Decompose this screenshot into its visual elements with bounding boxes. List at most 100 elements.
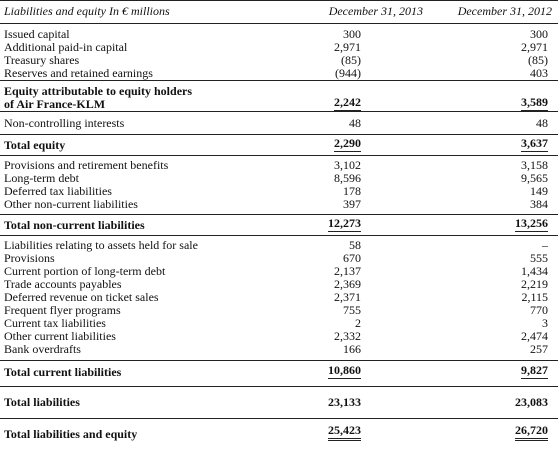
value-2013: (944): [335, 66, 361, 80]
row-label: Non-controlling interests: [0, 111, 300, 135]
value-2012: 384: [530, 197, 548, 211]
row-label: Additional paid-in capital: [4, 40, 128, 54]
grand-total-value: 25,423: [328, 424, 361, 441]
value-2013: 397: [343, 197, 361, 211]
row-label: Total current liabilities: [0, 360, 300, 387]
row-label: Total liabilities: [0, 386, 300, 419]
value-2012: 3: [542, 316, 548, 330]
value-2013: 670: [343, 251, 361, 265]
value-2012: –: [429, 235, 558, 252]
total-value: 12,273: [328, 216, 361, 232]
table-header-row: Liabilities and equity In € millions Dec…: [0, 0, 558, 24]
table-row: Treasury shares (85) (85): [0, 54, 558, 67]
value-2013: 2,332: [334, 329, 361, 343]
value-2012: 3,158: [429, 155, 558, 172]
grand-total-value: 26,720: [515, 424, 548, 441]
value-2012: 403: [530, 66, 548, 80]
table-row: Other current liabilities 2,332 2,474: [0, 330, 558, 343]
total-value: 10,860: [328, 363, 361, 379]
table-row: Liabilities relating to assets held for …: [0, 235, 558, 252]
row-label-line2: of Air France-KLM: [4, 97, 106, 111]
value-2013: 166: [343, 342, 361, 356]
value-2013: 48: [300, 111, 429, 135]
table-row: Trade accounts payables 2,369 2,219: [0, 278, 558, 291]
table-row: Deferred revenue on ticket sales 2,371 2…: [0, 291, 558, 304]
value-2013: 58: [300, 235, 429, 252]
row-label: Deferred revenue on ticket sales: [4, 290, 159, 304]
value-2013: 2,971: [334, 40, 361, 54]
value-2012: 149: [530, 184, 548, 198]
table-row: Issued capital 300 300: [0, 28, 558, 41]
value-2013: 2,371: [334, 290, 361, 304]
header-year-2012: December 31, 2012: [429, 0, 558, 24]
total-row-non-current: Total non-current liabilities 12,273 13,…: [0, 214, 558, 236]
table-row: Current portion of long-term debt 2,137 …: [0, 265, 558, 278]
value-2013: 12,273: [300, 214, 429, 236]
row-label: Liabilities relating to assets held for …: [0, 235, 300, 252]
value-2012: 13,256: [429, 214, 558, 236]
value-2013: 8,596: [334, 171, 361, 185]
value-2012: 9,827: [429, 360, 558, 387]
total-value: 3,637: [521, 136, 548, 152]
value-2013: 2,242: [300, 80, 429, 112]
value-2013: 300: [343, 27, 361, 41]
row-label: Frequent flyer programs: [4, 303, 121, 317]
value-2012: 26,720: [429, 418, 558, 441]
table-row: Additional paid-in capital 2,971 2,971: [0, 41, 558, 54]
table-row: Deferred tax liabilities 178 149: [0, 185, 558, 198]
total-row-equity: Total equity 2,290 3,637: [0, 134, 558, 156]
table-row: Reserves and retained earnings (944) 403: [0, 67, 558, 81]
row-label: Other non-current liabilities: [4, 197, 138, 211]
table-row: Provisions 670 555: [0, 252, 558, 265]
table-row: Bank overdrafts 166 257: [0, 343, 558, 361]
row-label-line1: Equity attributable to equity holders: [4, 84, 193, 98]
table-row: Other non-current liabilities 397 384: [0, 198, 558, 215]
row-label: Provisions: [4, 251, 55, 265]
header-year-2013: December 31, 2013: [300, 0, 429, 24]
total-value: 13,256: [515, 216, 548, 232]
value-2012: 2,115: [521, 290, 548, 304]
row-label: Total non-current liabilities: [0, 214, 300, 236]
total-value: 9,827: [521, 363, 548, 379]
row-label: Treasury shares: [4, 53, 80, 67]
row-label: Equity attributable to equity holders of…: [0, 80, 300, 112]
value-2012: 23,083: [429, 386, 558, 419]
table-row: Current tax liabilities 2 3: [0, 317, 558, 330]
value-2013: 178: [343, 184, 361, 198]
value-2012: 1,434: [521, 264, 548, 278]
row-label: Reserves and retained earnings: [4, 66, 153, 80]
value-2012: 257: [530, 342, 548, 356]
row-label: Deferred tax liabilities: [4, 184, 112, 198]
value-2012: 3,637: [429, 134, 558, 156]
value-2013: 3,102: [300, 155, 429, 172]
subtotal-value: 3,589: [521, 95, 548, 111]
value-2012: 2,219: [521, 277, 548, 291]
subtotal-value: 2,242: [334, 95, 361, 111]
value-2013: 2,137: [334, 264, 361, 278]
subtotal-row-equity-attributable: Equity attributable to equity holders of…: [0, 80, 558, 112]
table-row: Long-term debt 8,596 9,565: [0, 172, 558, 185]
row-label: Total equity: [0, 134, 300, 156]
value-2012: 770: [530, 303, 548, 317]
value-2012: 3,589: [429, 80, 558, 112]
header-label: Liabilities and equity In € millions: [0, 0, 300, 24]
value-2013: 25,423: [300, 418, 429, 441]
row-label: Other current liabilities: [4, 329, 116, 343]
value-2012: 2,474: [521, 329, 548, 343]
row-label: Current tax liabilities: [4, 316, 106, 330]
row-label: Total liabilities and equity: [0, 418, 300, 441]
value-2012: 9,565: [521, 171, 548, 185]
row-label: Provisions and retirement benefits: [0, 155, 300, 172]
total-row-liabilities: Total liabilities 23,133 23,083: [0, 386, 558, 419]
table-row: Provisions and retirement benefits 3,102…: [0, 155, 558, 172]
table-row: Non-controlling interests 48 48: [0, 111, 558, 135]
total-value: 2,290: [334, 136, 361, 152]
value-2012: 555: [530, 251, 548, 265]
grand-total-row: Total liabilities and equity 25,423 26,7…: [0, 418, 558, 441]
value-2013: 2,369: [334, 277, 361, 291]
value-2013: 2: [355, 316, 361, 330]
value-2012: 48: [429, 111, 558, 135]
value-2013: 23,133: [300, 386, 429, 419]
value-2013: 10,860: [300, 360, 429, 387]
